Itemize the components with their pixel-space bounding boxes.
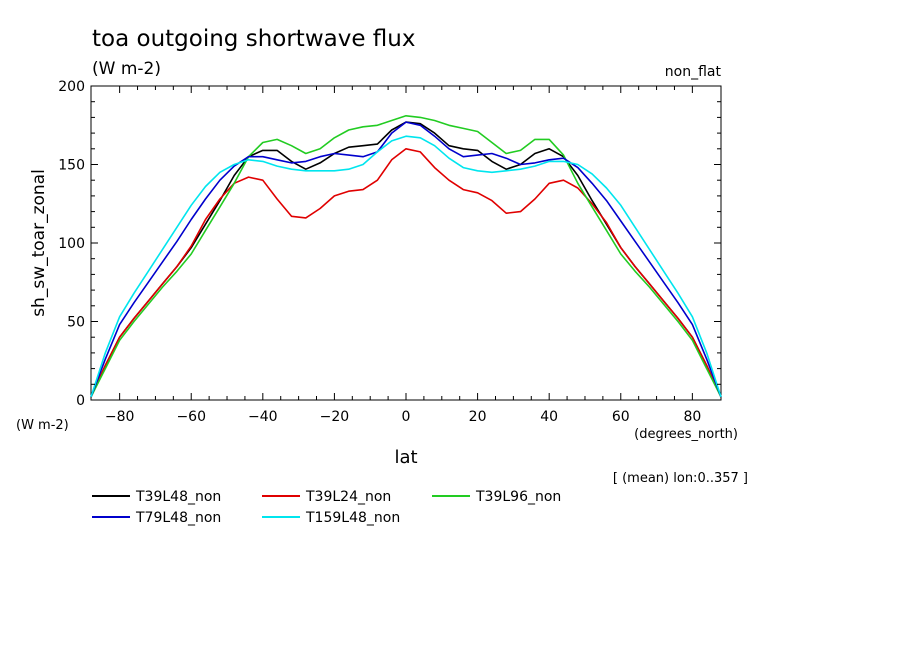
x-tick-label: −60 — [176, 409, 206, 425]
x-tick-label: −40 — [248, 409, 278, 425]
x-tick-label: −80 — [105, 409, 135, 425]
y-axis-label: sh_sw_toar_zonal — [29, 169, 49, 317]
legend-label: T159L48_non — [305, 510, 400, 526]
mean-note: [ (mean) lon:0..357 ] — [613, 471, 748, 486]
x-axis-label: lat — [394, 447, 417, 468]
x-axis-units: (degrees_north) — [634, 427, 738, 442]
legend: T39L48_non T39L24_non T39L96_non T79L48_non… — [92, 489, 561, 526]
y-tick-label: 150 — [58, 158, 85, 174]
x-tick-label: 20 — [469, 409, 487, 425]
y-tick-label: 200 — [58, 79, 85, 95]
y-tick-label: 50 — [67, 315, 85, 331]
legend-label: T79L48_non — [135, 510, 221, 526]
series-line-t79l48-non — [90, 121, 722, 398]
series-line-t39l96-non — [90, 115, 722, 398]
x-tick-label: 0 — [402, 409, 411, 425]
series-line-t39l48-non — [90, 121, 722, 398]
x-tick-label: 60 — [612, 409, 630, 425]
legend-label: T39L48_non — [135, 489, 221, 505]
x-tick-label: 80 — [683, 409, 701, 425]
plot-area — [90, 85, 722, 401]
axis-ticks: 0 50 100 150 200 −80 −60 −40 −20 0 20 40 60 80 — [58, 79, 721, 425]
y-tick-label: 100 — [58, 236, 85, 252]
plot-frame — [90, 85, 722, 401]
run-label: non_flat — [665, 64, 722, 80]
series-layer — [90, 115, 722, 398]
chart-title: toa outgoing shortwave flux — [92, 26, 415, 52]
x-tick-label: 40 — [540, 409, 558, 425]
series-line-t39l24-non — [90, 148, 722, 398]
y-axis-units: (W m-2) — [16, 418, 69, 433]
x-tick-label: −20 — [320, 409, 350, 425]
legend-label: T39L96_non — [475, 489, 561, 505]
chart-subtitle: (W m-2) — [92, 59, 161, 79]
legend-label: T39L24_non — [305, 489, 391, 505]
series-line-t159l48-non — [90, 135, 722, 398]
y-tick-label: 0 — [76, 393, 85, 409]
